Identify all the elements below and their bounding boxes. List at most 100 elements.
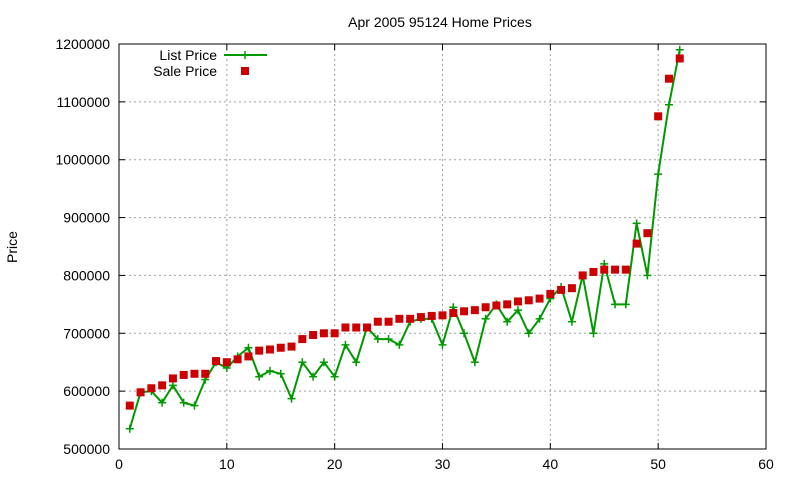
sale-price-point bbox=[438, 311, 447, 320]
sale-price-point bbox=[125, 401, 134, 410]
sale-price-point bbox=[276, 343, 285, 352]
plot-frame bbox=[118, 43, 767, 450]
list-price-point bbox=[373, 335, 382, 344]
y-tick-label: 1100000 bbox=[57, 94, 111, 110]
y-tick-label: 800000 bbox=[63, 267, 110, 283]
list-price-point bbox=[567, 317, 576, 326]
legend-label-list-price: List Price bbox=[159, 47, 217, 63]
y-tick-label: 1200000 bbox=[55, 36, 110, 52]
list-price-point bbox=[675, 45, 684, 54]
list-price-point bbox=[276, 369, 285, 378]
sale-price-point bbox=[664, 74, 673, 83]
y-tick-label: 1000000 bbox=[55, 152, 110, 168]
sale-price-point bbox=[654, 112, 663, 121]
x-tick-label: 20 bbox=[327, 456, 343, 472]
list-price-point bbox=[513, 306, 522, 315]
list-price-point bbox=[179, 398, 188, 407]
x-tick-label: 40 bbox=[543, 456, 559, 472]
list-price-point bbox=[643, 271, 652, 280]
sale-price-point bbox=[621, 265, 630, 274]
sale-price-point bbox=[212, 357, 221, 366]
list-price-point bbox=[244, 343, 253, 352]
x-tick-label: 30 bbox=[435, 456, 451, 472]
list-price-point bbox=[319, 358, 328, 367]
legend-marker-list-price bbox=[241, 51, 249, 59]
sale-price-point bbox=[233, 355, 242, 364]
sale-price-point bbox=[222, 358, 231, 367]
sale-price-point bbox=[513, 297, 522, 306]
list-price-point bbox=[524, 329, 533, 338]
y-axis-label: Price bbox=[4, 231, 20, 263]
sale-price-point bbox=[265, 345, 274, 354]
sale-price-point bbox=[147, 384, 156, 393]
chart-title: Apr 2005 95124 Home Prices bbox=[348, 14, 532, 30]
sale-price-point bbox=[201, 369, 210, 378]
list-price-point bbox=[341, 340, 350, 349]
x-tick-label: 0 bbox=[115, 456, 123, 472]
sale-price-point bbox=[675, 54, 684, 63]
legend-sample-sale-price bbox=[241, 67, 249, 75]
list-price-point bbox=[190, 401, 199, 410]
sale-price-point bbox=[535, 294, 544, 303]
sale-price-point bbox=[632, 239, 641, 248]
list-price-point bbox=[287, 394, 296, 403]
sale-price-point bbox=[373, 317, 382, 326]
list-price-point bbox=[621, 300, 630, 309]
sale-price-point bbox=[136, 388, 145, 397]
series-sale-price bbox=[125, 54, 684, 410]
sale-price-point bbox=[643, 229, 652, 238]
x-tick-label: 10 bbox=[219, 456, 235, 472]
sale-price-point bbox=[330, 329, 339, 338]
list-price-point bbox=[384, 335, 393, 344]
sale-price-point bbox=[589, 267, 598, 276]
legend: List Price Sale Price bbox=[153, 47, 267, 79]
x-tick-label: 50 bbox=[650, 456, 666, 472]
sale-price-point bbox=[503, 300, 512, 309]
legend-label-sale-price: Sale Price bbox=[153, 63, 217, 79]
list-price-point bbox=[158, 398, 167, 407]
list-price-point bbox=[298, 358, 307, 367]
sale-price-point bbox=[287, 342, 296, 351]
sale-price-point bbox=[168, 374, 177, 383]
sale-price-point bbox=[460, 307, 469, 316]
list-price-point bbox=[168, 381, 177, 390]
list-price-point bbox=[481, 314, 490, 323]
sale-price-point bbox=[406, 314, 415, 323]
legend-sample-list-price bbox=[224, 51, 267, 59]
list-price-point bbox=[611, 300, 620, 309]
list-price-point bbox=[589, 329, 598, 338]
sale-price-point bbox=[319, 329, 328, 338]
sale-price-point bbox=[578, 271, 587, 280]
sale-price-point bbox=[416, 313, 425, 322]
list-price-point bbox=[352, 358, 361, 367]
sale-price-point bbox=[244, 352, 253, 361]
sale-price-point bbox=[546, 289, 555, 298]
list-price-point bbox=[265, 366, 274, 375]
sale-price-point bbox=[158, 381, 167, 390]
list-price-point bbox=[125, 424, 134, 433]
list-price-line bbox=[128, 49, 681, 430]
sale-price-point bbox=[492, 301, 501, 310]
list-price-point bbox=[470, 358, 479, 367]
y-tick-label: 900000 bbox=[63, 210, 110, 226]
sale-price-point bbox=[341, 323, 350, 332]
legend-marker-sale-price bbox=[241, 67, 249, 75]
sale-price-point bbox=[481, 303, 490, 312]
sale-price-point bbox=[352, 323, 361, 332]
list-price-point bbox=[664, 100, 673, 109]
sale-price-point bbox=[395, 314, 404, 323]
x-tick-label: 60 bbox=[758, 456, 774, 472]
sale-price-point bbox=[470, 306, 479, 315]
list-price-point bbox=[460, 329, 469, 338]
list-price-point bbox=[632, 219, 641, 228]
series-list-price bbox=[125, 45, 684, 433]
sale-price-point bbox=[449, 309, 458, 318]
tick-labels: 0 10 20 30 40 50 60 500000 600000 700000 800000 900… bbox=[55, 36, 774, 472]
sale-price-point bbox=[298, 335, 307, 344]
sale-price-point bbox=[557, 285, 566, 294]
list-price-point bbox=[503, 317, 512, 326]
list-price-point bbox=[654, 170, 663, 179]
list-price-point bbox=[330, 372, 339, 381]
y-tick-label: 600000 bbox=[63, 383, 110, 399]
